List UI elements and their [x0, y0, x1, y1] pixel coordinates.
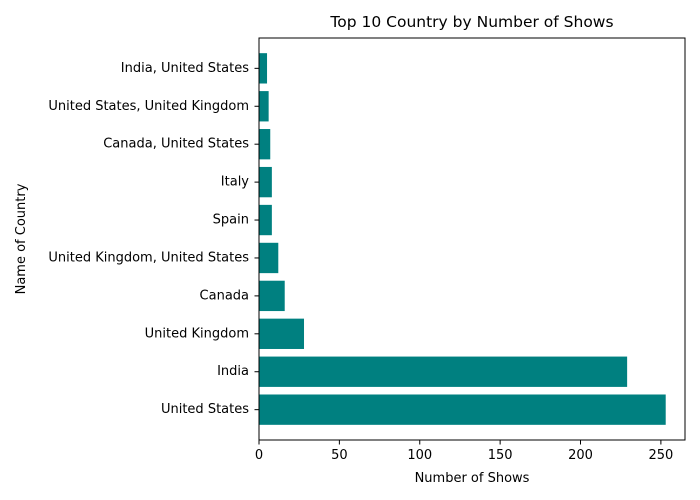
bar-united-kingdom	[259, 318, 305, 349]
y-tick-label: India, United States	[121, 61, 249, 76]
y-tick-label: Italy	[221, 175, 250, 190]
bar-canada	[259, 280, 285, 312]
bar-spain	[259, 204, 272, 236]
x-tick-label: 250	[648, 448, 673, 463]
x-tick-label: 50	[331, 448, 348, 463]
bar-united-states-united-kingdom	[259, 91, 269, 122]
x-tick-label: 200	[568, 448, 593, 463]
bar-india	[259, 356, 628, 387]
bar-united-kingdom-united-states	[259, 242, 279, 274]
plot-area-frame	[258, 37, 686, 441]
bar-united-states	[259, 394, 666, 425]
y-axis-title: Name of Country	[14, 183, 29, 294]
y-tick-label: United States	[161, 402, 249, 417]
chart-title: Top 10 Country by Number of Shows	[329, 13, 613, 31]
y-tick-label: Canada, United States	[103, 137, 249, 152]
y-tick-label: United Kingdom, United States	[48, 250, 249, 265]
x-tick-label: 150	[488, 448, 513, 463]
y-tick-label: United States, United Kingdom	[48, 99, 249, 114]
y-axis-ticks: United States India United Kingdom Canada Un…	[48, 61, 259, 417]
y-tick-label: Spain	[213, 213, 249, 228]
x-axis-title: Number of Shows	[415, 471, 530, 486]
y-tick-label: Canada	[200, 288, 249, 303]
x-axis-ticks: 0 50 100 150 200 250	[255, 440, 673, 463]
bars	[259, 53, 666, 425]
bar-canada-united-states	[259, 129, 271, 160]
y-tick-label: United Kingdom	[145, 326, 249, 341]
bar-india-united-states	[259, 53, 268, 84]
x-tick-label: 100	[407, 448, 432, 463]
bar-italy	[259, 166, 272, 198]
x-tick-label: 0	[255, 448, 263, 463]
y-tick-label: India	[217, 364, 249, 379]
